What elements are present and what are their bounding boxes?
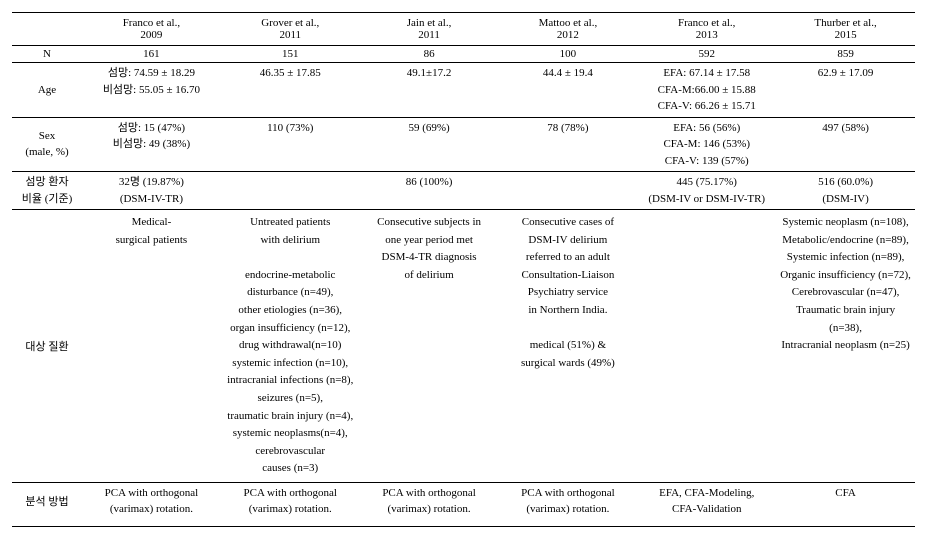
age-1: 46.35 ± 17.85 — [221, 63, 360, 118]
label-disease: 대상 질환 — [12, 210, 82, 483]
header-col-4: Franco et al., 2013 — [637, 13, 776, 46]
year-5: 2015 — [780, 29, 911, 41]
age-4: EFA: 67.14 ± 17.58CFA-M:66.00 ± 15.88CFA… — [637, 63, 776, 118]
disease-1: Untreated patientswith deliriumendocrine… — [221, 210, 360, 483]
author-2: Jain et al., — [364, 17, 495, 29]
row-age: Age 섬망: 74.59 ± 18.29비섬망: 55.05 ± 16.70 … — [12, 63, 915, 118]
header-col-1: Grover et al., 2011 — [221, 13, 360, 46]
n-5: 859 — [776, 46, 915, 63]
disease-0: Medical-surgical patients — [82, 210, 221, 483]
disease-3: Consecutive cases ofDSM-IV deliriumrefer… — [498, 210, 637, 483]
row-n: N 161 151 86 100 592 859 — [12, 46, 915, 63]
delirium-2: 86 (100%) — [360, 172, 499, 210]
row-method: 분석 방법 PCA with orthogonal(varimax) rotat… — [12, 482, 915, 526]
author-1: Grover et al., — [225, 17, 356, 29]
n-0: 161 — [82, 46, 221, 63]
header-col-3: Mattoo et al., 2012 — [498, 13, 637, 46]
author-3: Mattoo et al., — [502, 17, 633, 29]
sex-1: 110 (73%) — [221, 117, 360, 172]
sex-4: EFA: 56 (56%)CFA-M: 146 (53%)CFA-V: 139 … — [637, 117, 776, 172]
label-method: 분석 방법 — [12, 482, 82, 526]
row-disease: 대상 질환 Medical-surgical patients Untreate… — [12, 210, 915, 483]
disease-4 — [637, 210, 776, 483]
header-row: Franco et al., 2009 Grover et al., 2011 … — [12, 13, 915, 46]
sex-3: 78 (78%) — [498, 117, 637, 172]
header-col-2: Jain et al., 2011 — [360, 13, 499, 46]
age-3: 44.4 ± 19.4 — [498, 63, 637, 118]
header-col-0: Franco et al., 2009 — [82, 13, 221, 46]
n-1: 151 — [221, 46, 360, 63]
author-4: Franco et al., — [641, 17, 772, 29]
sex-2: 59 (69%) — [360, 117, 499, 172]
method-5: CFA — [776, 482, 915, 526]
delirium-1 — [221, 172, 360, 210]
label-n: N — [12, 46, 82, 63]
sex-5: 497 (58%) — [776, 117, 915, 172]
header-col-5: Thurber et al., 2015 — [776, 13, 915, 46]
disease-2: Consecutive subjects inone year period m… — [360, 210, 499, 483]
n-3: 100 — [498, 46, 637, 63]
row-sex: Sex(male, %) 섬망: 15 (47%)비섬망: 49 (38%) 1… — [12, 117, 915, 172]
author-0: Franco et al., — [86, 17, 217, 29]
method-2: PCA with orthogonal(varimax) rotation. — [360, 482, 499, 526]
method-1: PCA with orthogonal(varimax) rotation. — [221, 482, 360, 526]
n-2: 86 — [360, 46, 499, 63]
delirium-3 — [498, 172, 637, 210]
method-3: PCA with orthogonal(varimax) rotation. — [498, 482, 637, 526]
year-0: 2009 — [86, 29, 217, 41]
year-2: 2011 — [364, 29, 495, 41]
disease-5: Systemic neoplasm (n=108),Metabolic/endo… — [776, 210, 915, 483]
study-comparison-table: Franco et al., 2009 Grover et al., 2011 … — [12, 12, 915, 527]
label-sex: Sex(male, %) — [12, 117, 82, 172]
n-4: 592 — [637, 46, 776, 63]
label-delirium: 섬망 환자비율 (기준) — [12, 172, 82, 210]
age-2: 49.1±17.2 — [360, 63, 499, 118]
sex-0: 섬망: 15 (47%)비섬망: 49 (38%) — [82, 117, 221, 172]
method-4: EFA, CFA-Modeling,CFA-Validation — [637, 482, 776, 526]
delirium-4: 445 (75.17%)(DSM-IV or DSM-IV-TR) — [637, 172, 776, 210]
delirium-0: 32명 (19.87%)(DSM-IV-TR) — [82, 172, 221, 210]
label-age: Age — [12, 63, 82, 118]
year-3: 2012 — [502, 29, 633, 41]
year-4: 2013 — [641, 29, 772, 41]
row-delirium: 섬망 환자비율 (기준) 32명 (19.87%)(DSM-IV-TR) 86 … — [12, 172, 915, 210]
age-0: 섬망: 74.59 ± 18.29비섬망: 55.05 ± 16.70 — [82, 63, 221, 118]
delirium-5: 516 (60.0%)(DSM-IV) — [776, 172, 915, 210]
method-0: PCA with orthogonal(varimax) rotation. — [82, 482, 221, 526]
header-blank — [12, 13, 82, 46]
year-1: 2011 — [225, 29, 356, 41]
author-5: Thurber et al., — [780, 17, 911, 29]
age-5: 62.9 ± 17.09 — [776, 63, 915, 118]
